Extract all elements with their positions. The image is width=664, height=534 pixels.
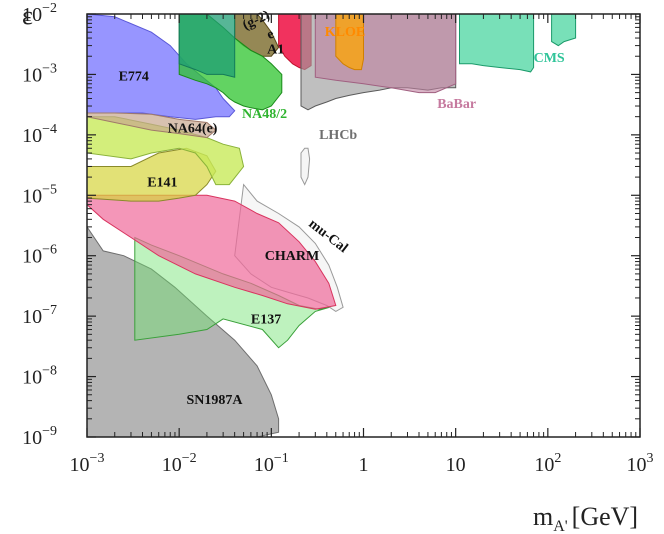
x-tick-exp: −3 — [90, 451, 105, 466]
y-tick-label: 10−4 — [22, 122, 57, 147]
y-tick-exp: −6 — [42, 243, 57, 258]
region-label: A1 — [267, 43, 284, 58]
x-tick-label: 103 — [627, 451, 654, 476]
region-cms-right — [551, 13, 577, 47]
y-tick-base: 10 — [22, 125, 42, 147]
x-tick-base: 10 — [70, 454, 90, 476]
region-e774 — [86, 13, 236, 120]
y-tick-exp: −2 — [42, 1, 57, 16]
region-label: LHCb — [319, 128, 357, 143]
x-tick-base: 10 — [627, 454, 647, 476]
x-tick-exp: −2 — [182, 451, 197, 466]
y-axis-title: ε — [22, 1, 33, 30]
y-tick-label: 10−2 — [22, 1, 57, 26]
x-tick-label: 102 — [534, 451, 561, 476]
y-tick-base: 10 — [22, 185, 42, 207]
region-label: E141 — [147, 176, 177, 191]
region-kloe — [335, 13, 364, 71]
region-lhcb-island — [300, 147, 311, 186]
y-tick-exp: −8 — [42, 364, 57, 379]
x-tick-label: 1 — [359, 454, 369, 476]
x-tick-base: 1 — [359, 454, 369, 476]
region-dark-tan — [86, 112, 217, 139]
x-axis-title-unit: [GeV] — [572, 502, 638, 531]
region-e141 — [86, 147, 217, 202]
x-tick-label: 10 — [446, 454, 466, 476]
x-tick-base: 10 — [446, 454, 466, 476]
y-tick-base: 10 — [22, 427, 42, 449]
x-axis: 10−3 10−2 10−1 1 10 102 103 — [70, 14, 654, 476]
x-tick-label: 10−2 — [162, 451, 197, 476]
region-label: E137 — [251, 313, 281, 328]
y-tick-exp: −9 — [42, 424, 57, 439]
region-teal-left — [178, 13, 236, 78]
y-tick-exp: −7 — [42, 303, 57, 318]
x-tick-exp: −1 — [274, 451, 289, 466]
y-tick-exp: −5 — [42, 182, 57, 197]
y-axis: 10−210−310−410−510−610−710−810−9 — [22, 1, 640, 449]
y-tick-base: 10 — [22, 306, 42, 328]
y-tick-label: 10−6 — [22, 243, 57, 268]
y-tick-label: 10−7 — [22, 303, 57, 328]
y-tick-base: 10 — [22, 246, 42, 268]
region-label: CHARM — [265, 249, 319, 264]
y-tick-exp: −3 — [42, 61, 57, 76]
region-label: KLOE — [325, 25, 365, 40]
x-axis-title-main: m — [533, 502, 553, 531]
region-label: E774 — [119, 69, 149, 84]
y-tick-exp: −4 — [42, 122, 57, 137]
region-label: NA48/2 — [242, 107, 287, 122]
y-tick-base: 10 — [22, 367, 42, 389]
region-label: NA64(e) — [168, 121, 218, 136]
x-axis-title-sub: A' — [553, 518, 568, 534]
region-label: e — [265, 27, 277, 43]
y-tick-base: 10 — [22, 64, 42, 86]
x-tick-base: 10 — [254, 454, 274, 476]
region-label: SN1987A — [187, 393, 244, 408]
y-tick-label: 10−5 — [22, 182, 57, 207]
x-axis-title: mA' [GeV] — [533, 502, 638, 534]
region-label: BaBar — [437, 97, 476, 112]
y-tick-label: 10−8 — [22, 364, 57, 389]
region-label: CMS — [534, 51, 565, 66]
y-tick-label: 10−3 — [22, 61, 57, 86]
x-tick-label: 10−1 — [254, 451, 289, 476]
x-tick-exp: 3 — [647, 451, 654, 466]
region-charm — [86, 194, 337, 310]
x-tick-base: 10 — [534, 454, 554, 476]
region-cms — [459, 13, 535, 73]
regions-layer — [86, 13, 577, 438]
x-tick-base: 10 — [162, 454, 182, 476]
x-tick-exp: 2 — [554, 451, 561, 466]
x-tick-label: 10−3 — [70, 451, 105, 476]
y-tick-label: 10−9 — [22, 424, 57, 449]
y-tick-base: 10 — [22, 4, 42, 26]
